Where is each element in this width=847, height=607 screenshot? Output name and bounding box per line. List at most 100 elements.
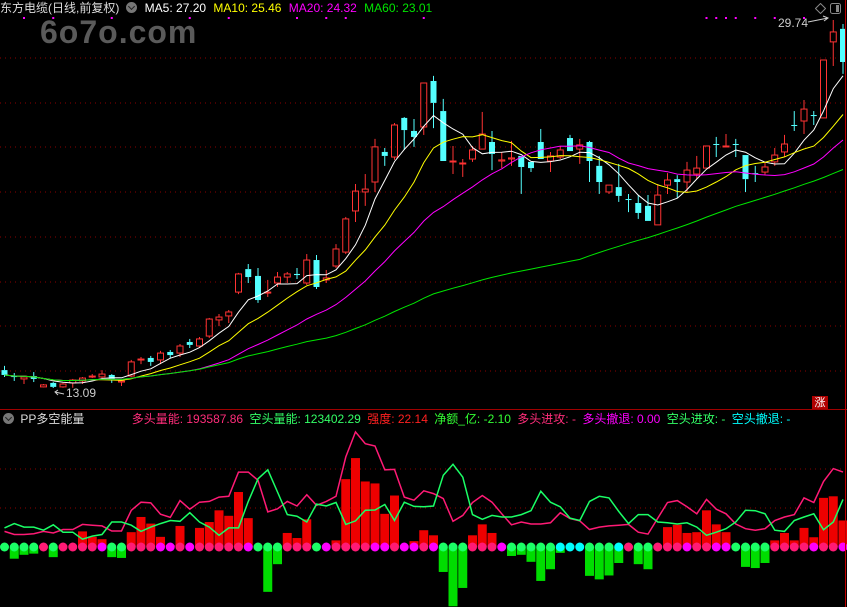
signal-dot xyxy=(809,542,819,552)
candle-body xyxy=(50,382,57,387)
candle xyxy=(59,382,67,388)
signal-marker xyxy=(344,17,347,19)
candle-body xyxy=(625,199,632,201)
bull-bar xyxy=(819,497,828,547)
candle-body xyxy=(732,143,739,145)
candle-body xyxy=(752,173,759,175)
bull-bar xyxy=(419,530,429,547)
signal-dot xyxy=(107,542,117,552)
panel-toggle-icon[interactable] xyxy=(830,3,841,14)
candle-body xyxy=(352,190,359,212)
candle xyxy=(645,195,651,221)
candle-body xyxy=(147,357,154,362)
signal-dot xyxy=(204,542,214,552)
candle xyxy=(742,155,749,192)
candle xyxy=(420,82,428,135)
candle xyxy=(50,382,57,388)
chevron-down-icon[interactable] xyxy=(126,2,138,13)
bull-bar xyxy=(838,520,847,547)
candle-body xyxy=(635,203,642,213)
signal-marker xyxy=(188,17,191,19)
signal-dot xyxy=(507,542,516,552)
candle xyxy=(186,338,193,348)
candle xyxy=(255,267,261,303)
signal-dot xyxy=(419,542,429,552)
signal-dot xyxy=(448,542,458,552)
indicator-chart[interactable] xyxy=(0,428,847,607)
candle xyxy=(635,195,642,219)
candle xyxy=(840,23,846,74)
candle xyxy=(127,359,135,377)
signal-dot xyxy=(458,542,468,552)
signal-dot xyxy=(39,542,48,552)
bear-bar xyxy=(526,547,536,562)
indicator-name[interactable]: PP多空能量 xyxy=(20,412,85,426)
candle-body xyxy=(59,383,67,388)
candle xyxy=(547,151,554,173)
signal-dot xyxy=(48,542,58,552)
candle xyxy=(478,111,486,150)
bear-attack-label: 空头进攻: - xyxy=(666,412,726,426)
candle xyxy=(20,376,28,385)
candle-body xyxy=(313,260,320,287)
signal-dot xyxy=(282,542,292,552)
candle-body xyxy=(167,351,174,356)
candle xyxy=(391,122,398,160)
candle xyxy=(615,163,622,202)
candle-body xyxy=(303,259,311,284)
chart-header: 东方电缆(日线,前复权) MA5: 27.20 MA10: 25.46 MA20… xyxy=(0,0,436,16)
candle-body xyxy=(255,275,261,301)
signal-dot xyxy=(370,542,380,552)
candle-body xyxy=(683,169,691,183)
stock-title[interactable]: 东方电缆(日线,前复权) xyxy=(0,1,120,15)
signal-dot xyxy=(575,542,585,552)
candle-body xyxy=(79,377,86,382)
candle-body xyxy=(157,352,164,361)
bull-bar xyxy=(663,527,672,547)
net-amount-label: 净额_亿: -2.10 xyxy=(434,412,511,426)
ma20-label: MA20: 24.32 xyxy=(288,1,357,15)
signal-dot xyxy=(614,542,624,552)
bull-bar xyxy=(195,527,204,547)
signal-dot xyxy=(165,542,175,552)
bull-bar xyxy=(692,532,702,547)
signal-dot xyxy=(302,542,312,552)
candle xyxy=(332,244,340,268)
bull-bar xyxy=(780,532,789,547)
bear-bar xyxy=(107,547,117,558)
candle xyxy=(167,349,174,358)
signal-dot xyxy=(87,542,97,552)
candle-body xyxy=(11,376,18,378)
signal-dot xyxy=(409,542,419,552)
chevron-down-icon[interactable] xyxy=(3,413,14,424)
candle-body xyxy=(615,187,622,196)
signal-dot xyxy=(438,542,448,552)
candle xyxy=(137,357,145,365)
candle-body xyxy=(469,149,476,160)
candle-body xyxy=(245,269,252,278)
candle-body xyxy=(781,143,788,153)
bull-bar xyxy=(702,510,711,547)
rise-badge[interactable]: 涨 xyxy=(812,396,828,410)
bear-energy-line xyxy=(4,463,844,541)
signal-dot xyxy=(468,542,477,552)
candle-body xyxy=(800,108,808,122)
candle xyxy=(586,140,593,183)
bear-bar xyxy=(741,547,750,567)
candle-body xyxy=(196,338,203,347)
price-chart[interactable] xyxy=(0,0,847,410)
candle xyxy=(215,313,223,327)
bull-bar xyxy=(156,536,165,547)
signal-dot xyxy=(273,542,282,552)
bull-bar xyxy=(809,537,819,547)
candle xyxy=(440,98,447,162)
signal-dot xyxy=(19,542,29,552)
candle xyxy=(761,161,769,176)
signal-marker xyxy=(23,17,25,19)
signal-dot xyxy=(117,542,126,552)
diamond-icon[interactable] xyxy=(815,3,826,14)
bull-bar xyxy=(360,481,370,547)
signal-dot xyxy=(711,542,721,552)
strength-label: 强度: 22.14 xyxy=(367,412,428,426)
candle xyxy=(98,370,106,379)
